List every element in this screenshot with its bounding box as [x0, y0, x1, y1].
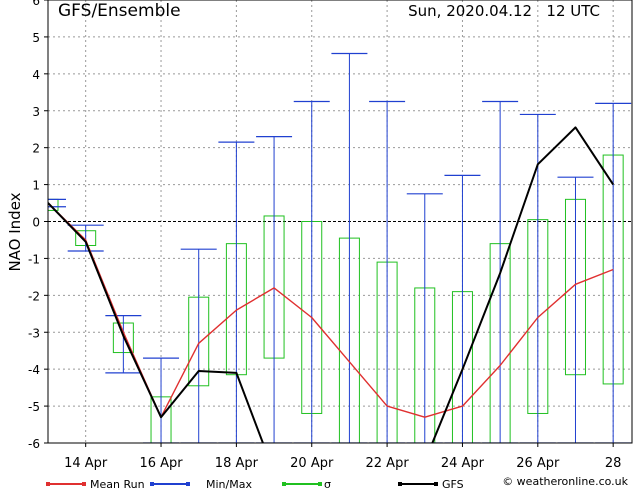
legend: Mean Run Min/Max σ GFS — [46, 478, 464, 490]
mean-run-line — [48, 202, 614, 418]
legend-marker — [434, 482, 438, 486]
legend-marker — [186, 482, 190, 486]
y-tick-label: 2 — [32, 142, 40, 156]
y-tick-label: -4 — [28, 363, 40, 377]
gfs-run-line — [431, 126, 615, 443]
legend-label: Min/Max — [206, 478, 252, 490]
y-tick-label: -6 — [28, 437, 40, 451]
x-tick-label: 20 Apr — [290, 456, 334, 471]
x-tick-label: 22 Apr — [366, 456, 410, 471]
x-tick-label: 28 — [605, 456, 622, 471]
gfs-run-layer — [48, 126, 615, 443]
legend-label: σ — [324, 478, 331, 490]
credit-text: © weatheronline.co.uk — [502, 475, 628, 488]
x-tick-label: 26 Apr — [516, 456, 560, 471]
y-tick-label: 6 — [32, 0, 40, 8]
x-tick-label: 14 Apr — [64, 456, 108, 471]
y-tick-label: 1 — [32, 179, 40, 193]
gfs-run-line — [48, 202, 265, 443]
legend-marker — [318, 482, 322, 486]
legend-marker — [398, 482, 402, 486]
y-tick-label: -2 — [28, 289, 40, 303]
y-tick-label: -1 — [28, 252, 40, 266]
y-tick-label: 3 — [32, 105, 40, 119]
legend-label: Mean Run — [90, 478, 145, 490]
y-axis-label: NAO Index — [6, 192, 24, 271]
y-tick-label: -5 — [28, 400, 40, 414]
min-max-whiskers-layer — [48, 52, 632, 443]
legend-label: GFS — [442, 478, 464, 490]
chart-title: GFS/Ensemble — [58, 1, 181, 21]
mean-run-layer — [48, 202, 614, 418]
x-tick-labels: 14 Apr 16 Apr 18 Apr 20 Apr 22 Apr 24 Apr 26 A… — [64, 456, 621, 471]
legend-marker — [150, 482, 154, 486]
sigma-boxes-layer — [48, 154, 624, 443]
sigma-box — [48, 198, 59, 211]
y-tick-label: -3 — [28, 326, 40, 340]
y-tick-labels: -6 -5 -4 -3 -2 -1 0 1 2 3 4 5 6 — [28, 0, 40, 451]
x-tick-label: 16 Apr — [139, 456, 183, 471]
y-tick-label: 4 — [32, 68, 40, 82]
run-timestamp: Sun, 2020.04.12 12 UTC — [408, 2, 600, 20]
x-tick-label: 24 Apr — [441, 456, 485, 471]
legend-marker — [282, 482, 286, 486]
y-tick-label: 5 — [32, 31, 40, 45]
axes-layer — [44, 0, 633, 447]
y-tick-label: 0 — [32, 216, 40, 230]
x-tick-label: 18 Apr — [215, 456, 259, 471]
legend-marker — [46, 482, 50, 486]
legend-marker — [82, 482, 86, 486]
